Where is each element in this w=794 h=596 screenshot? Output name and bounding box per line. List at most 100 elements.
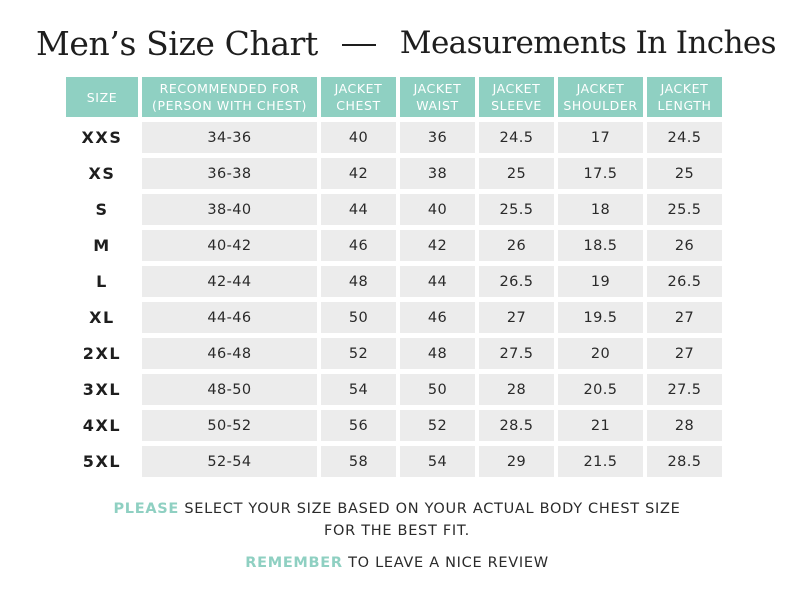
recommended-chest: 50-52	[142, 410, 317, 441]
jacket-sleeve: 25.5	[479, 194, 554, 225]
recommended-chest: 34-36	[142, 122, 317, 153]
jacket-chest: 54	[321, 374, 396, 405]
jacket-sleeve: 27	[479, 302, 554, 333]
jacket-waist: 42	[400, 230, 475, 261]
header-recommended-for: RECOMMENDED FOR (PERSON WITH CHEST)	[142, 77, 317, 117]
please-highlight: PLEASE	[113, 501, 180, 517]
recommended-chest: 48-50	[142, 374, 317, 405]
jacket-chest: 48	[321, 266, 396, 297]
jacket-shoulder: 17	[558, 122, 643, 153]
jacket-length: 24.5	[647, 122, 722, 153]
recommended-chest: 38-40	[142, 194, 317, 225]
please-text: SELECT YOUR SIZE BASED ON YOUR ACTUAL BO…	[179, 501, 681, 517]
size-label: S	[66, 194, 138, 225]
size-label: 5XL	[66, 446, 138, 477]
jacket-length: 27	[647, 302, 722, 333]
jacket-length: 27	[647, 338, 722, 369]
table-row: XXS 34-36 40 36 24.5 17 24.5	[66, 122, 722, 153]
jacket-sleeve: 24.5	[479, 122, 554, 153]
jacket-shoulder: 17.5	[558, 158, 643, 189]
remember-text: TO LEAVE A NICE REVIEW	[342, 555, 549, 571]
jacket-waist: 36	[400, 122, 475, 153]
jacket-shoulder: 21	[558, 410, 643, 441]
table-row: 4XL 50-52 56 52 28.5 21 28	[66, 410, 722, 441]
jacket-chest: 50	[321, 302, 396, 333]
jacket-waist: 54	[400, 446, 475, 477]
jacket-chest: 52	[321, 338, 396, 369]
jacket-sleeve: 25	[479, 158, 554, 189]
recommended-chest: 44-46	[142, 302, 317, 333]
please-text-line2: FOR THE BEST FIT.	[323, 523, 470, 539]
jacket-length: 26	[647, 230, 722, 261]
jacket-waist: 44	[400, 266, 475, 297]
header-jacket-sleeve: JACKET SLEEVE	[479, 77, 554, 117]
size-chart-table: SIZE RECOMMENDED FOR (PERSON WITH CHEST) …	[62, 72, 726, 482]
jacket-shoulder: 19.5	[558, 302, 643, 333]
jacket-sleeve: 29	[479, 446, 554, 477]
table-row: S 38-40 44 40 25.5 18 25.5	[66, 194, 722, 225]
header-jacket-chest: JACKET CHEST	[321, 77, 396, 117]
size-label: L	[66, 266, 138, 297]
size-label: 3XL	[66, 374, 138, 405]
jacket-shoulder: 20	[558, 338, 643, 369]
size-label: XS	[66, 158, 138, 189]
jacket-length: 28.5	[647, 446, 722, 477]
table-header-row: SIZE RECOMMENDED FOR (PERSON WITH CHEST) …	[66, 77, 722, 117]
jacket-chest: 56	[321, 410, 396, 441]
jacket-sleeve: 28	[479, 374, 554, 405]
jacket-chest: 46	[321, 230, 396, 261]
jacket-chest: 44	[321, 194, 396, 225]
table-row: 5XL 52-54 58 54 29 21.5 28.5	[66, 446, 722, 477]
header-jacket-shoulder: JACKET SHOULDER	[558, 77, 643, 117]
review-reminder-note: REMEMBER TO LEAVE A NICE REVIEW	[0, 552, 794, 574]
jacket-shoulder: 21.5	[558, 446, 643, 477]
title-subtitle: Measurements In Inches	[399, 25, 777, 61]
jacket-sleeve: 26	[479, 230, 554, 261]
jacket-sleeve: 27.5	[479, 338, 554, 369]
table-row: XS 36-38 42 38 25 17.5 25	[66, 158, 722, 189]
jacket-length: 26.5	[647, 266, 722, 297]
fit-instruction-note: PLEASE SELECT YOUR SIZE BASED ON YOUR AC…	[0, 498, 794, 542]
jacket-waist: 40	[400, 194, 475, 225]
jacket-waist: 48	[400, 338, 475, 369]
remember-highlight: REMEMBER	[245, 555, 343, 571]
size-label: XL	[66, 302, 138, 333]
size-label: 4XL	[66, 410, 138, 441]
table-row: XL 44-46 50 46 27 19.5 27	[66, 302, 722, 333]
recommended-chest: 36-38	[142, 158, 317, 189]
jacket-chest: 40	[321, 122, 396, 153]
table-row: 3XL 48-50 54 50 28 20.5 27.5	[66, 374, 722, 405]
size-label: M	[66, 230, 138, 261]
jacket-chest: 58	[321, 446, 396, 477]
jacket-shoulder: 19	[558, 266, 643, 297]
table-row: 2XL 46-48 52 48 27.5 20 27	[66, 338, 722, 369]
table-row: L 42-44 48 44 26.5 19 26.5	[66, 266, 722, 297]
jacket-length: 27.5	[647, 374, 722, 405]
jacket-waist: 52	[400, 410, 475, 441]
recommended-chest: 46-48	[142, 338, 317, 369]
recommended-chest: 40-42	[142, 230, 317, 261]
jacket-waist: 38	[400, 158, 475, 189]
header-jacket-waist: JACKET WAIST	[400, 77, 475, 117]
jacket-length: 28	[647, 410, 722, 441]
jacket-length: 25	[647, 158, 722, 189]
table-row: M 40-42 46 42 26 18.5 26	[66, 230, 722, 261]
jacket-sleeve: 28.5	[479, 410, 554, 441]
jacket-length: 25.5	[647, 194, 722, 225]
jacket-shoulder: 20.5	[558, 374, 643, 405]
recommended-chest: 52-54	[142, 446, 317, 477]
title-main: Men’s Size Chart	[36, 23, 318, 63]
header-size: SIZE	[66, 77, 138, 117]
jacket-waist: 50	[400, 374, 475, 405]
header-jacket-length: JACKET LENGTH	[647, 77, 722, 117]
chart-title: Men’s Size Chart Measurements In Inches	[36, 18, 777, 68]
title-dash-divider	[341, 44, 376, 46]
jacket-shoulder: 18	[558, 194, 643, 225]
jacket-sleeve: 26.5	[479, 266, 554, 297]
jacket-waist: 46	[400, 302, 475, 333]
jacket-chest: 42	[321, 158, 396, 189]
size-label: XXS	[66, 122, 138, 153]
recommended-chest: 42-44	[142, 266, 317, 297]
size-label: 2XL	[66, 338, 138, 369]
jacket-shoulder: 18.5	[558, 230, 643, 261]
